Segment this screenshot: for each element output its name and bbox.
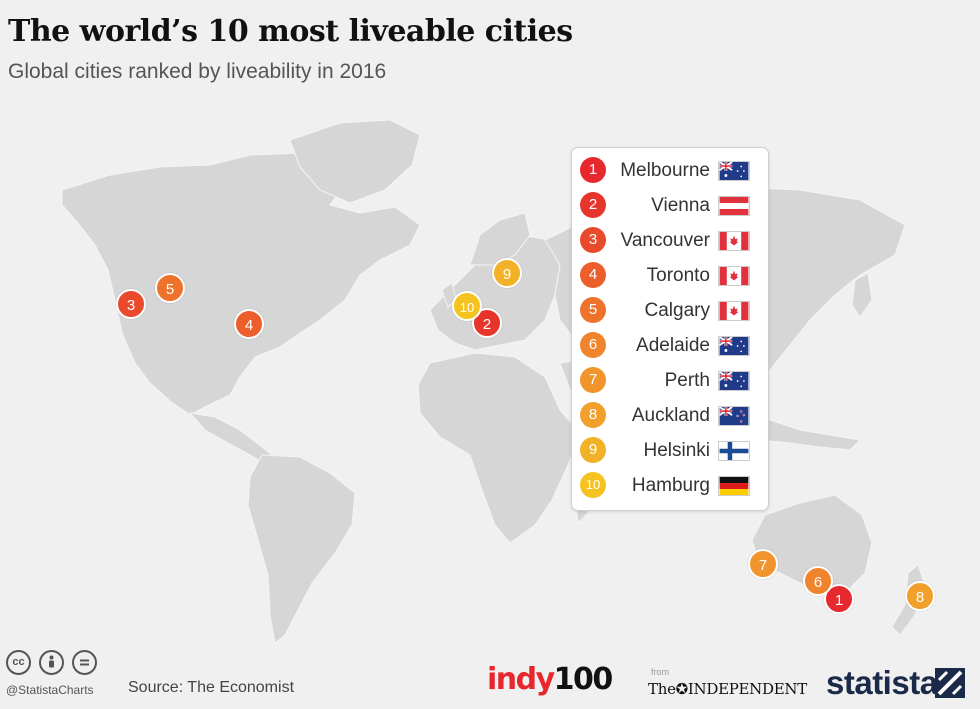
rank-badge: 8 xyxy=(580,402,606,428)
city-label: Vancouver xyxy=(620,230,710,251)
legend-row: 7 Perth xyxy=(572,362,770,397)
attribution-icon xyxy=(39,650,64,675)
canada-flag-icon xyxy=(718,301,750,321)
indy-logo-text: indy xyxy=(487,662,555,697)
marker-toronto[interactable]: 4 xyxy=(234,309,264,339)
rank-legend: 1 Melbourne 2 Vienna 3 Vancouver 4 Toron… xyxy=(571,147,769,511)
city-label: Melbourne xyxy=(620,160,710,181)
finland-flag-icon xyxy=(718,441,750,461)
legend-row: 9 Helsinki xyxy=(572,432,770,467)
page-subtitle: Global cities ranked by liveability in 2… xyxy=(8,60,387,83)
legend-row: 4 Toronto xyxy=(572,257,770,292)
japan-landmass xyxy=(851,272,873,318)
legend-row: 10 Hamburg xyxy=(572,467,770,502)
world-map xyxy=(61,119,926,644)
africa-landmass xyxy=(417,352,581,544)
city-label: Helsinki xyxy=(643,440,710,461)
the-independent-logo[interactable]: The✪INDEPENDENT xyxy=(648,680,807,698)
no-derivatives-icon xyxy=(72,650,97,675)
australia-flag-icon xyxy=(718,161,750,181)
statista-logo[interactable]: statista xyxy=(826,664,938,701)
austria-flag-icon xyxy=(718,196,750,216)
legend-row: 5 Calgary xyxy=(572,292,770,327)
rank-badge: 5 xyxy=(580,297,606,323)
australia-flag-icon xyxy=(718,336,750,356)
germany-flag-icon xyxy=(718,476,750,496)
marker-vancouver[interactable]: 3 xyxy=(116,289,146,319)
statista-handle[interactable]: @StatistaCharts xyxy=(6,683,94,697)
rank-badge: 7 xyxy=(580,367,606,393)
city-label: Perth xyxy=(664,370,710,391)
city-label: Vienna xyxy=(651,195,710,216)
marker-helsinki[interactable]: 9 xyxy=(492,258,522,288)
rank-badge: 6 xyxy=(580,332,606,358)
legend-row: 1 Melbourne xyxy=(572,152,770,187)
city-label: Hamburg xyxy=(631,475,710,496)
marker-hamburg[interactable]: 10 xyxy=(452,291,482,321)
rank-badge: 3 xyxy=(580,227,606,253)
marker-calgary[interactable]: 5 xyxy=(155,273,185,303)
rank-badge: 1 xyxy=(580,157,606,183)
australia-flag-icon xyxy=(718,371,750,391)
cc-icon: cc xyxy=(6,650,31,675)
marker-perth[interactable]: 7 xyxy=(748,549,778,579)
canada-flag-icon xyxy=(718,266,750,286)
legend-row: 8 Auckland xyxy=(572,397,770,432)
city-label: Auckland xyxy=(631,405,710,426)
new-zealand-flag-icon xyxy=(718,406,750,426)
page-title: The world’s 10 most liveable cities xyxy=(8,14,573,49)
rank-badge: 4 xyxy=(580,262,606,288)
city-label: Toronto xyxy=(646,265,710,286)
canada-flag-icon xyxy=(718,231,750,251)
city-label: Calgary xyxy=(644,300,710,321)
rank-badge: 9 xyxy=(580,437,606,463)
southeast-asia-islands xyxy=(738,419,862,451)
source-note: Source: The Economist xyxy=(128,679,295,696)
from-label: from xyxy=(651,667,669,677)
greenland-landmass xyxy=(289,119,421,204)
statista-logo-icon xyxy=(935,668,965,698)
legend-row: 3 Vancouver xyxy=(572,222,770,257)
marker-adelaide[interactable]: 6 xyxy=(803,566,833,596)
indy-logo-number: 100 xyxy=(553,662,614,697)
south-america-landmass xyxy=(247,454,356,644)
legend-row: 6 Adelaide xyxy=(572,327,770,362)
marker-auckland[interactable]: 8 xyxy=(905,581,935,611)
legend-row: 2 Vienna xyxy=(572,187,770,222)
indy100-logo[interactable]: indy100 xyxy=(487,662,614,697)
rank-badge: 2 xyxy=(580,192,606,218)
rank-badge: 10 xyxy=(580,472,606,498)
city-label: Adelaide xyxy=(636,335,710,356)
